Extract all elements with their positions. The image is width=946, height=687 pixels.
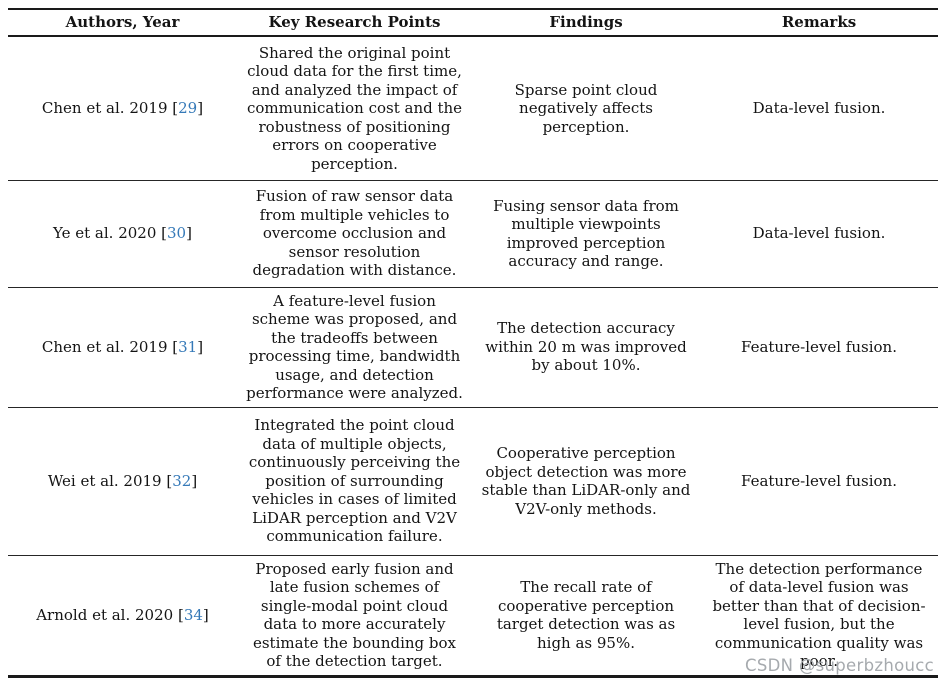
key-research-points-cell: Fusion of raw sensor data from multiple … (237, 179, 472, 287)
table-row: Wei et al. 2019 [32] Integrated the poin… (8, 406, 938, 555)
citation-ref-link[interactable]: 34 (183, 605, 203, 624)
remarks-cell: Data-level fusion. (700, 179, 938, 287)
findings-cell: The detection accuracy within 20 m was i… (472, 286, 700, 407)
authors-text: Chen et al. 2019 (41, 99, 168, 117)
authors-cell: Chen et al. 2019 [31] (8, 286, 237, 407)
authors-cell: Wei et al. 2019 [32] (8, 406, 237, 555)
citation-ref-link[interactable]: 32 (172, 471, 192, 490)
authors-text: Ye et al. 2020 (53, 224, 157, 243)
findings-cell: The recall rate of cooperative perceptio… (472, 554, 700, 676)
findings-cell: Cooperative perception object detection … (472, 406, 700, 555)
authors-cell: Arnold et al. 2020 [34] (8, 554, 237, 676)
citation-bracket-close: ] (191, 471, 198, 490)
remarks-cell: Data-level fusion. (752, 99, 886, 117)
citation-bracket-open: [ (167, 99, 179, 117)
key-research-points-cell: A feature-level fusion scheme was propos… (237, 286, 472, 407)
findings-cell: Fusing sensor data from multiple viewpoi… (472, 179, 700, 287)
citation-bracket-open: [ (167, 337, 179, 356)
citation-bracket-close: ] (202, 605, 209, 624)
table-body: Chen et al. 2019 [29] Shared the origina… (8, 36, 938, 676)
citation-bracket-open: [ (161, 471, 173, 490)
col-header-remarks: Remarks (700, 9, 938, 37)
authors-cell: Ye et al. 2020 [30] (8, 179, 237, 287)
citation-bracket-open: [ (173, 605, 184, 624)
findings-cell: Sparse point cloud negatively affects pe… (514, 80, 658, 136)
citation-ref-link[interactable]: 31 (178, 337, 198, 356)
remarks-cell: Feature-level fusion. (700, 286, 938, 407)
col-header-key-research-points: Key Research Points (237, 9, 472, 37)
table-header: Authors, Year Key Research Points Findin… (8, 9, 938, 37)
citation-ref-link[interactable]: 30 (167, 224, 187, 243)
authors-text: Chen et al. 2019 (41, 337, 168, 356)
authors-cell: Chen et al. 2019 [29] (8, 36, 237, 180)
authors-text: Arnold et al. 2020 (36, 605, 174, 624)
citation-bracket-close: ] (197, 99, 204, 117)
header-row: Authors, Year Key Research Points Findin… (8, 9, 938, 37)
key-research-points-cell: Shared the original point cloud data for… (246, 43, 463, 173)
table-row: Chen et al. 2019 [29] Shared the origina… (8, 36, 938, 180)
authors-text: Wei et al. 2019 (47, 471, 162, 490)
table-row: Arnold et al. 2020 [34] Proposed early f… (8, 554, 938, 676)
table-row: Ye et al. 2020 [30] Fusion of raw sensor… (8, 179, 938, 287)
remarks-cell: The detection performance of data-level … (700, 554, 938, 676)
key-research-points-cell: Proposed early fusion and late fusion sc… (237, 554, 472, 676)
table-row: Chen et al. 2019 [31] A feature-level fu… (8, 286, 938, 407)
remarks-cell: Feature-level fusion. (700, 406, 938, 555)
key-research-points-cell: Integrated the point cloud data of multi… (237, 406, 472, 555)
citation-bracket-open: [ (156, 224, 168, 243)
citation-ref-link[interactable]: 29 (178, 99, 198, 117)
col-header-authors-year: Authors, Year (8, 9, 237, 37)
citation-bracket-close: ] (186, 224, 192, 243)
col-header-findings: Findings (472, 9, 700, 37)
research-summary-table: Authors, Year Key Research Points Findin… (8, 8, 938, 678)
citation-bracket-close: ] (197, 337, 204, 356)
